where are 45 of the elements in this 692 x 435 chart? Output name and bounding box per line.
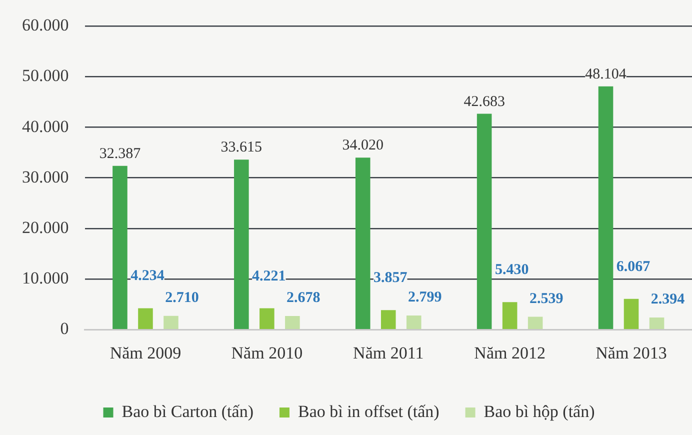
- bar: [598, 86, 614, 329]
- legend-label: Bao bì in offset (tấn): [298, 402, 440, 421]
- data-label: 2.539: [529, 290, 564, 307]
- x-tick-label: Năm 2012: [474, 343, 546, 362]
- data-label: 48.104: [585, 66, 627, 82]
- data-label: 3.857: [374, 270, 408, 286]
- y-tick-label: 50.000: [22, 66, 69, 86]
- bar: [164, 316, 178, 329]
- bar: [406, 315, 422, 329]
- y-tick-label: 30.000: [22, 167, 69, 186]
- data-label: 2.710: [165, 290, 199, 306]
- bar: [624, 298, 639, 329]
- data-label: 4.221: [252, 268, 286, 284]
- bar: [234, 160, 249, 329]
- y-tick-label: 60.000: [22, 16, 69, 35]
- bar: [476, 114, 492, 329]
- legend-label: Bao bì Carton (tấn): [122, 402, 254, 421]
- x-tick-label: Năm 2009: [110, 343, 182, 362]
- bar: [380, 310, 396, 329]
- data-label: 2.678: [286, 290, 320, 306]
- bar: [112, 166, 128, 329]
- x-tick-label: Năm 2011: [353, 343, 424, 362]
- x-tick-label: Năm 2013: [596, 343, 667, 362]
- data-label: 2.799: [408, 289, 442, 306]
- data-label: 42.683: [464, 94, 505, 110]
- y-tick-label: 20.000: [22, 218, 69, 237]
- data-label: 33.615: [220, 140, 262, 156]
- legend-label: Bao bì hộp (tấn): [484, 402, 595, 421]
- y-tick-label: 40.000: [22, 116, 69, 136]
- bar: [285, 316, 300, 329]
- bar: [260, 308, 274, 329]
- y-tick-label: 0: [60, 319, 69, 338]
- data-label: 5.430: [494, 262, 529, 278]
- data-label: 34.020: [342, 138, 384, 154]
- bar: [502, 302, 518, 329]
- bar: [355, 158, 370, 329]
- bar: [138, 308, 153, 329]
- bar: [649, 317, 664, 329]
- y-tick-label: 10.000: [22, 268, 69, 288]
- data-label: 2.394: [650, 291, 686, 308]
- data-label: 6.067: [616, 258, 651, 275]
- data-label: 4.234: [130, 268, 165, 284]
- bar: [528, 316, 543, 329]
- x-tick-label: Năm 2010: [231, 343, 303, 362]
- data-label: 32.387: [99, 146, 142, 162]
